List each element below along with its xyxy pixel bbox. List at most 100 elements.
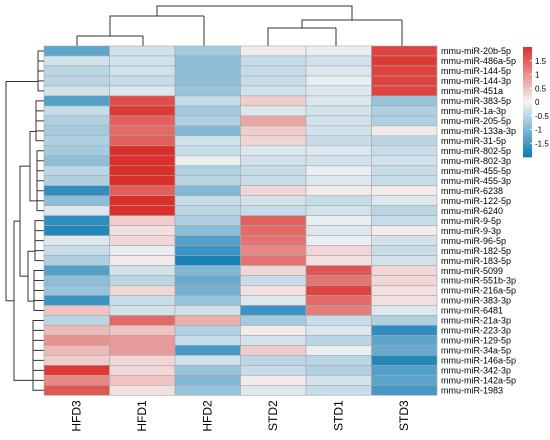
heatmap-cell xyxy=(371,135,438,147)
heatmap-cell xyxy=(109,115,176,127)
heatmap-cell xyxy=(109,185,176,197)
row-label: mmu-miR-122-5p xyxy=(441,196,511,206)
heatmap-cell xyxy=(43,355,110,366)
column-dendrogram xyxy=(76,5,403,46)
heatmap-cell xyxy=(240,105,307,117)
heatmap-cell xyxy=(371,255,438,266)
heatmap-cell xyxy=(174,315,241,326)
heatmap-cell xyxy=(240,65,307,77)
heatmap-cell xyxy=(305,45,372,57)
heatmap-cell xyxy=(305,385,372,396)
heatmap-cell xyxy=(43,245,110,256)
row-dendrogram-branch xyxy=(35,113,44,132)
row-label: mmu-miR-133a-3p xyxy=(441,126,516,136)
heatmap-cell xyxy=(371,295,438,306)
row-label: mmu-miR-9-3p xyxy=(441,226,501,236)
legend-gradient-step xyxy=(523,82,532,86)
heatmap-cell xyxy=(174,205,241,216)
heatmap-cell xyxy=(240,345,307,356)
heatmap-cell xyxy=(43,375,110,386)
legend-gradient-step xyxy=(523,143,532,147)
row-label: mmu-miR-129-5p xyxy=(441,336,511,346)
legend-gradient-step xyxy=(523,91,532,95)
heatmap-cell xyxy=(305,75,372,87)
row-dendrogram-branch xyxy=(35,100,44,112)
heatmap-cell xyxy=(109,145,176,157)
legend-gradient-step xyxy=(523,151,532,155)
heatmap-cell xyxy=(174,135,241,147)
heatmap-cell xyxy=(174,255,241,266)
heatmap-cell xyxy=(174,365,241,376)
heatmap-cell xyxy=(109,285,176,296)
heatmap-cell xyxy=(371,305,438,316)
heatmap-cell xyxy=(109,125,176,137)
heatmap-cell xyxy=(109,195,176,206)
heatmap-cell xyxy=(371,345,438,356)
row-dendrogram-branch xyxy=(37,50,44,62)
heatmap-cell xyxy=(305,305,372,316)
legend-gradient-step xyxy=(523,58,532,62)
heatmap-cell xyxy=(109,325,176,336)
row-dendrogram-branch xyxy=(36,172,44,192)
legend-gradient-step xyxy=(523,126,532,130)
column-label: HFD1 xyxy=(135,400,149,432)
heatmap-cell xyxy=(174,275,241,286)
column-labels: HFD3 HFD1 HFD2 STD2 STD1 STD3 xyxy=(70,400,412,432)
legend-tick-label: -1.5 xyxy=(535,139,549,148)
heatmap-cell xyxy=(305,235,372,246)
row-dendrogram xyxy=(5,50,44,391)
heatmap-cell xyxy=(371,365,438,376)
color-legend: 1.5 1 0.5 0 -0.5 -1 -1.5 xyxy=(523,47,549,158)
row-dendrogram-branch xyxy=(34,220,44,232)
row-label: mmu-miR-182-5p xyxy=(441,246,511,256)
heatmap-cell xyxy=(109,155,176,167)
heatmap-cell xyxy=(174,235,241,246)
heatmap-cell xyxy=(43,135,110,147)
heatmap-cell xyxy=(305,65,372,77)
heatmap-cell xyxy=(371,285,438,296)
heatmap-cell xyxy=(371,225,438,236)
legend-gradient-step xyxy=(523,154,532,158)
row-label: mmu-miR-144-5p xyxy=(441,66,511,76)
heatmap-cell xyxy=(240,375,307,386)
heatmap-cell xyxy=(174,75,241,87)
heatmap-cell xyxy=(109,95,176,107)
heatmap-cell xyxy=(174,155,241,167)
heatmap-cell xyxy=(43,345,110,356)
row-label: mmu-miR-6238 xyxy=(441,186,503,196)
heatmap-cell xyxy=(43,65,110,77)
row-dendrogram-branch xyxy=(32,332,44,351)
heatmap-cell xyxy=(305,245,372,256)
heatmap-cell xyxy=(43,275,110,286)
heatmap-cell xyxy=(43,285,110,296)
heatmap-cell xyxy=(43,55,110,67)
legend-gradient-step xyxy=(523,85,532,89)
legend-gradient-step xyxy=(523,124,532,128)
row-dendrogram-branch xyxy=(32,325,44,341)
heatmap-cell xyxy=(109,225,176,236)
legend-gradient-step xyxy=(523,93,532,97)
legend-gradient-step xyxy=(523,121,532,125)
row-label: mmu-miR-9-5p xyxy=(441,216,501,226)
legend-gradient-step xyxy=(523,60,532,64)
heatmap-cell xyxy=(371,95,438,107)
heatmap-cell xyxy=(43,305,110,316)
row-dendrogram-branch xyxy=(34,241,44,262)
row-label: mmu-miR-34a-5p xyxy=(441,346,511,356)
legend-gradient-step xyxy=(523,71,532,75)
heatmap-cell xyxy=(371,125,438,137)
legend-gradient-step xyxy=(523,99,532,103)
heatmap-cell xyxy=(371,245,438,256)
heatmap-cell xyxy=(305,205,372,216)
heatmap-cell xyxy=(371,45,438,57)
heatmap-cell xyxy=(109,245,176,256)
legend-gradient-step xyxy=(523,102,532,106)
heatmap-cell xyxy=(305,375,372,386)
row-dendrogram-branch xyxy=(37,72,44,92)
heatmap-cell xyxy=(174,225,241,236)
heatmap-cell xyxy=(305,215,372,226)
legend-gradient-step xyxy=(523,148,532,152)
heatmap-cell xyxy=(371,55,438,67)
